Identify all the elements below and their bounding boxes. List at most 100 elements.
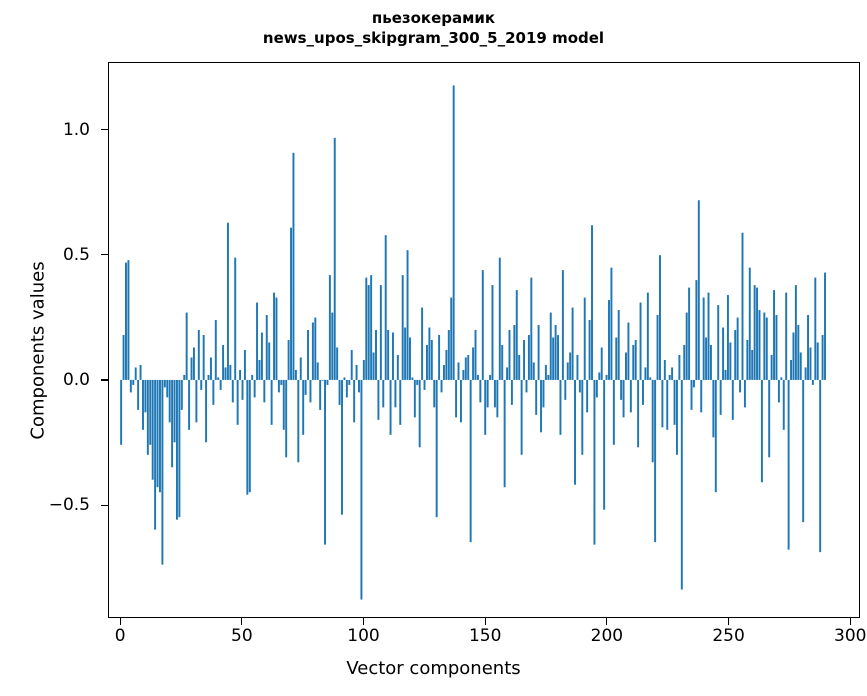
bar (348, 379, 351, 385)
bar (452, 85, 455, 380)
bar (447, 330, 450, 380)
bar (469, 379, 472, 543)
bar (457, 362, 460, 380)
bar (178, 379, 181, 518)
bar (666, 379, 669, 430)
y-tick-label: 1.0 (62, 119, 90, 140)
bar (671, 367, 674, 380)
bar (571, 307, 574, 380)
bar (331, 312, 334, 380)
bar (462, 369, 465, 380)
x-axis-label: Vector components (346, 658, 521, 679)
bar (173, 379, 176, 443)
bar (430, 340, 433, 380)
bar (651, 379, 654, 463)
bar (248, 379, 251, 493)
bar (656, 315, 659, 380)
bar (421, 307, 424, 380)
bar (304, 379, 307, 395)
bar (503, 379, 506, 488)
bar (542, 379, 545, 408)
bar (324, 379, 326, 545)
bar (709, 344, 712, 380)
bar (355, 364, 358, 380)
bar (251, 374, 254, 380)
bar (547, 374, 550, 380)
bar (697, 200, 700, 380)
bar (137, 379, 140, 410)
bar (212, 379, 215, 405)
bar (700, 379, 703, 413)
bar (574, 379, 576, 485)
bar (243, 349, 246, 380)
bar (353, 379, 356, 423)
bar (535, 379, 538, 415)
bar (392, 332, 394, 380)
bar (591, 225, 593, 380)
bar (780, 377, 783, 380)
x-tick-label: 150 (468, 626, 502, 646)
bar (129, 379, 132, 393)
bar (637, 379, 640, 448)
bar (277, 379, 280, 393)
bar (367, 285, 370, 380)
y-tick-mark (101, 129, 108, 131)
bar (530, 277, 533, 380)
bar (724, 369, 727, 380)
bar (586, 379, 589, 413)
bar (578, 379, 581, 393)
bar (726, 295, 729, 380)
bar (620, 379, 623, 400)
bar (794, 285, 797, 380)
bar (464, 357, 467, 380)
bar (646, 292, 649, 380)
bar (229, 364, 232, 380)
x-tick-mark (362, 618, 365, 625)
bar (598, 372, 601, 380)
bar (581, 379, 584, 455)
bar (423, 379, 426, 390)
bar (510, 379, 513, 405)
bar (384, 235, 387, 380)
bar (610, 267, 613, 380)
bar (425, 344, 428, 380)
bar (161, 379, 164, 565)
bar (375, 330, 377, 380)
bar (685, 312, 688, 380)
bar (222, 344, 225, 380)
bar (489, 374, 492, 380)
bar (406, 250, 409, 380)
bar (192, 347, 195, 380)
bar (294, 369, 297, 380)
bar (188, 379, 191, 430)
bar (807, 315, 810, 380)
bar (365, 277, 368, 380)
bar (413, 379, 416, 418)
bar (370, 275, 373, 380)
bar (782, 379, 785, 430)
bar (625, 352, 627, 380)
bar (217, 377, 220, 380)
bar (564, 379, 567, 400)
bar (416, 379, 419, 385)
bar (360, 379, 363, 600)
bar (202, 335, 205, 380)
x-tick-label: 300 (834, 626, 867, 646)
bar (739, 379, 742, 393)
bar (731, 379, 734, 420)
bar (566, 362, 569, 380)
bar (603, 379, 606, 510)
bar (688, 287, 691, 380)
bar (459, 379, 462, 423)
bar (314, 317, 317, 380)
bar (814, 277, 817, 380)
bar (705, 337, 708, 380)
bar (804, 367, 807, 380)
bar (236, 379, 239, 425)
bar (350, 349, 353, 380)
x-tick-mark (484, 618, 486, 625)
bar (501, 344, 504, 380)
bar (287, 340, 290, 380)
bar (734, 330, 737, 380)
bar (302, 379, 305, 435)
